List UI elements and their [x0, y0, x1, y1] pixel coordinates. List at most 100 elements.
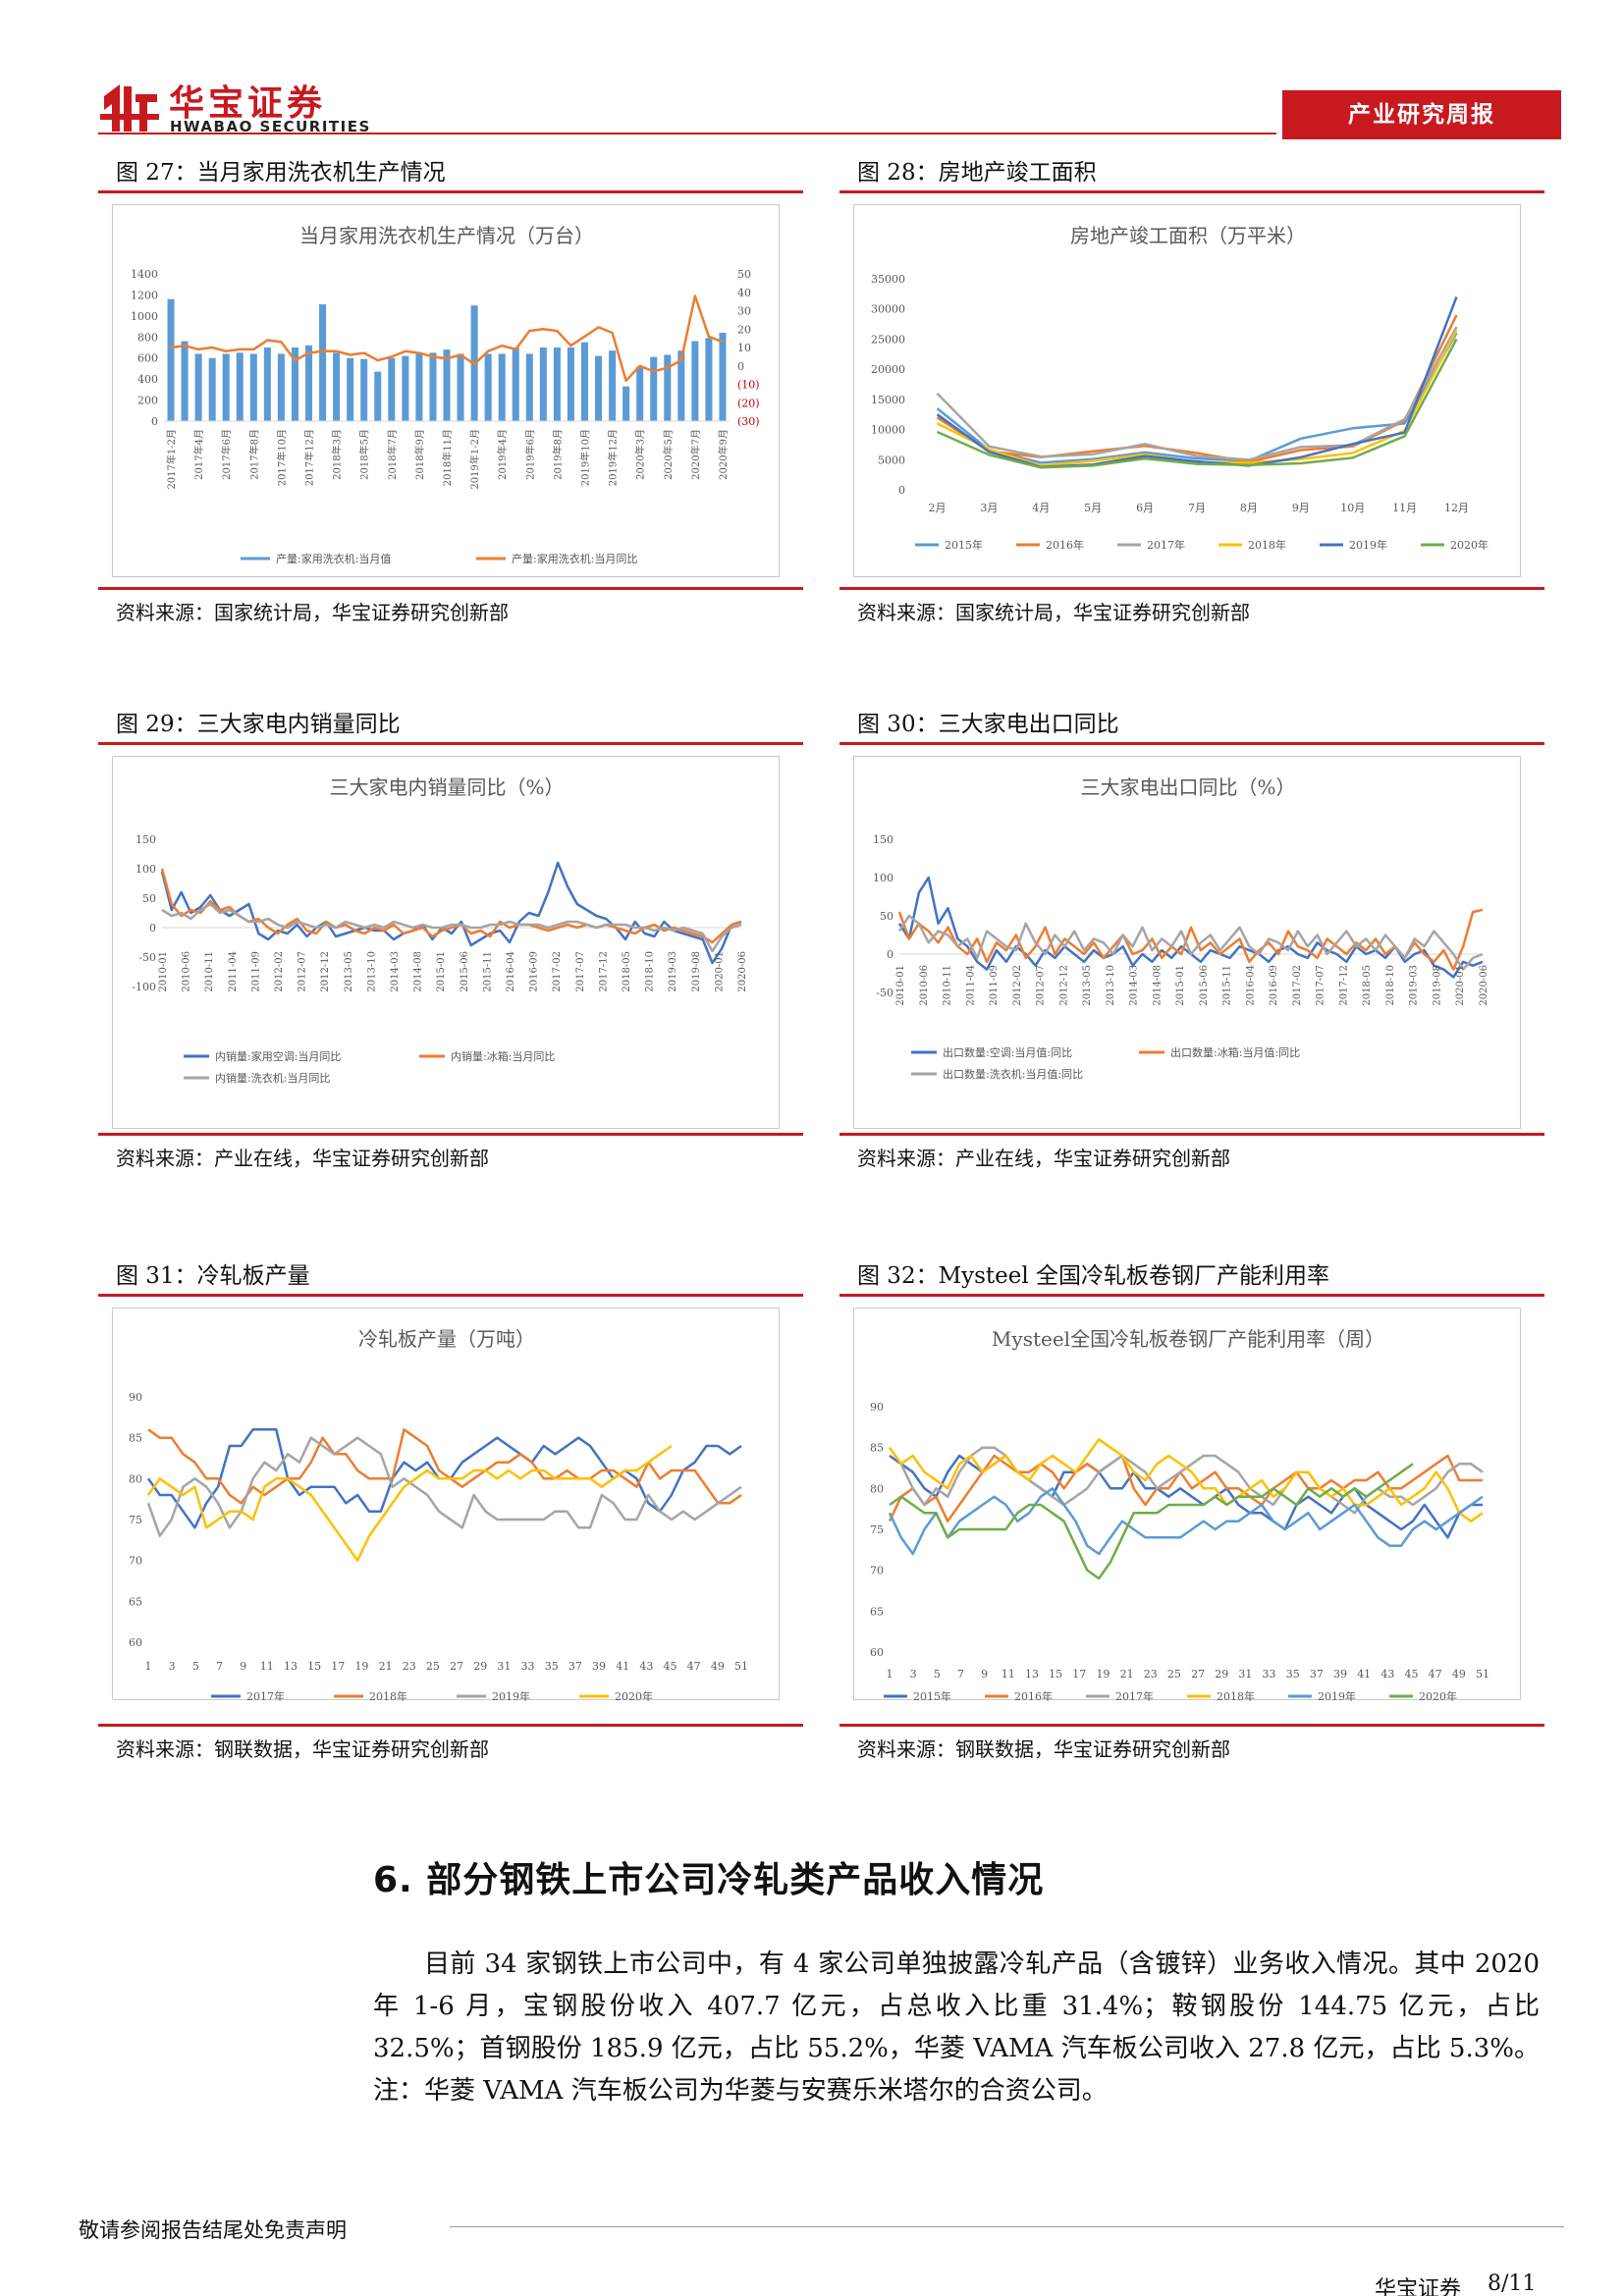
x-tick-label: 2017年8月: [247, 429, 260, 480]
legend-label: 出口数量:空调:当月值:同比: [943, 1045, 1072, 1059]
series-line: [147, 1428, 742, 1505]
x-tick-label: 2017-07: [575, 951, 586, 992]
x-tick-label: 27: [450, 1660, 463, 1673]
x-tick-label: 2010-01: [895, 965, 906, 1006]
legend-label: 2017年: [246, 1689, 285, 1701]
legend-label: 2016年: [1046, 538, 1084, 552]
y-tick-label: 5000: [878, 454, 905, 466]
header-rule: [98, 133, 1276, 134]
x-tick-label: 17: [331, 1660, 345, 1673]
x-tick-label: 2011-09: [250, 951, 261, 992]
x-tick-label: 39: [1333, 1668, 1347, 1681]
x-tick-label: 2012-07: [298, 951, 308, 992]
y-tick-label: 65: [129, 1595, 142, 1608]
x-tick-label: 2014-03: [390, 951, 401, 992]
legend-label: 2020年: [1419, 1689, 1457, 1701]
x-tick-label: 7: [216, 1660, 223, 1673]
bar: [580, 342, 588, 421]
x-tick-label: 2017年12月: [303, 429, 316, 486]
x-tick-label: 2012-12: [320, 951, 331, 992]
x-tick-label: 9: [240, 1660, 246, 1673]
y-tick-label: 85: [129, 1432, 142, 1445]
y2-tick-label: (20): [737, 397, 760, 409]
y-tick-label: 65: [870, 1605, 884, 1618]
x-tick-label: 49: [711, 1660, 725, 1673]
figure-title: 图 32：Mysteel 全国冷轧板卷钢厂产能利用率: [857, 1263, 1330, 1289]
figure-source: 资料来源：产业在线，华宝证券研究创新部: [857, 1147, 1230, 1170]
x-tick-label: 12月: [1444, 502, 1469, 514]
x-tick-label: 2015-01: [1175, 965, 1186, 1006]
x-tick-label: 2012-12: [1058, 965, 1069, 1006]
x-tick-label: 2017-02: [1292, 965, 1303, 1006]
x-tick-label: 33: [521, 1660, 535, 1673]
x-tick-label: 2019-08: [1432, 965, 1442, 1006]
bar: [263, 347, 271, 421]
x-tick-label: 45: [1405, 1668, 1419, 1681]
legend-label: 产量:家用洗衣机:当月值: [276, 552, 391, 565]
legend-label: 产量:家用洗衣机:当月同比: [512, 552, 637, 565]
x-tick-label: 2016-09: [529, 951, 540, 992]
x-tick-label: 8月: [1240, 502, 1258, 514]
series-line: [161, 902, 742, 953]
y-tick-label: 50: [880, 910, 893, 923]
x-tick-label: 19: [1096, 1668, 1110, 1681]
x-tick-label: 2018年7月: [386, 429, 399, 480]
y-tick-label: 60: [870, 1646, 884, 1659]
x-tick-label: 2016-04: [506, 951, 516, 992]
x-tick-label: 2019年1-2月: [468, 429, 481, 490]
x-tick-label: 6月: [1136, 502, 1154, 514]
x-tick-label: 2011-04: [228, 951, 239, 992]
legend-label: 2019年: [1349, 538, 1387, 552]
figure-source: 资料来源：钢联数据，华宝证券研究创新部: [857, 1737, 1230, 1761]
y-tick-label: 100: [873, 872, 893, 884]
bar: [249, 353, 257, 421]
bar: [236, 352, 244, 421]
bar: [360, 358, 368, 421]
x-tick-label: 51: [1476, 1668, 1489, 1681]
x-tick-label: 4月: [1032, 502, 1050, 514]
figure-rule-bottom: [839, 587, 1544, 590]
y-tick-label: 50: [142, 892, 156, 905]
x-tick-label: 2017年10月: [275, 429, 288, 486]
x-tick-label: 2010-11: [943, 965, 953, 1006]
x-tick-label: 37: [568, 1660, 582, 1673]
y2-tick-label: 20: [737, 323, 751, 336]
x-tick-label: 5月: [1084, 502, 1102, 514]
legend-label: 内销量:洗衣机:当月同比: [215, 1071, 330, 1085]
x-tick-label: 3月: [980, 502, 998, 514]
legend-label: 出口数量:洗衣机:当月值:同比: [943, 1067, 1083, 1081]
y-tick-label: 90: [129, 1391, 142, 1404]
y2-tick-label: 10: [737, 342, 751, 354]
series-line: [888, 1487, 1484, 1556]
x-tick-label: 2020-01: [714, 951, 725, 992]
bar: [567, 347, 574, 421]
bar: [194, 353, 202, 421]
y-tick-label: -100: [132, 981, 156, 993]
x-tick-label: 2010-06: [182, 951, 192, 992]
series-line: [160, 861, 742, 965]
x-tick-label: 2014-03: [1129, 965, 1140, 1006]
y2-tick-label: 50: [737, 268, 751, 281]
x-tick-label: 5: [192, 1660, 199, 1673]
x-tick-label: 2020-06: [1479, 965, 1489, 1006]
x-tick-label: 2017-07: [1316, 965, 1326, 1006]
figure-rule-bottom: [98, 587, 803, 590]
figure-rule-bottom: [98, 1724, 803, 1727]
chart-frame: 三大家电内销量同比（%） -100 -50 0 50 100 150 2010-01 2010-…: [112, 756, 780, 1129]
bar: [333, 352, 341, 421]
x-tick-label: 37: [1310, 1668, 1324, 1681]
figure-28: 图 28：房地产竣工面积 房地产竣工面积（万平米） 0 5000 10000 15000…: [839, 153, 1544, 624]
bar: [208, 357, 216, 421]
x-tick-label: 2012-02: [1012, 965, 1023, 1006]
legend-label: 内销量:冰箱:当月同比: [451, 1049, 555, 1063]
y-tick-label: 1200: [131, 289, 158, 301]
figure-rule: [98, 1294, 803, 1297]
chart-title: 三大家电出口同比（%）: [1080, 775, 1295, 799]
bar: [319, 304, 327, 421]
y-tick-label: 100: [135, 863, 156, 876]
y-tick-label: 0: [898, 484, 905, 497]
figure-title: 图 30：三大家电出口同比: [857, 712, 1119, 737]
y-tick-label: -50: [876, 987, 893, 999]
figure-rule: [839, 742, 1544, 745]
y2-tick-label: 0: [737, 360, 744, 373]
